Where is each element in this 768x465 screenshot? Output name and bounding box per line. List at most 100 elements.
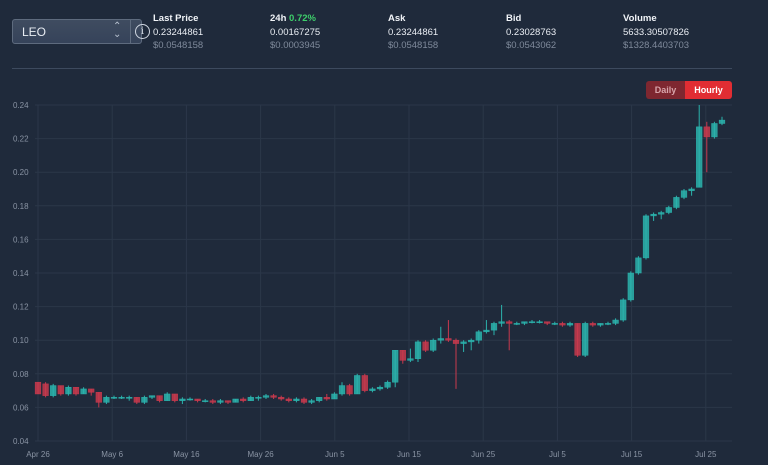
- candle-body: [186, 398, 194, 401]
- candle-body: [399, 350, 406, 361]
- y-tick-label: 0.12: [13, 303, 29, 312]
- y-tick-label: 0.18: [13, 202, 29, 211]
- candle-body: [627, 272, 634, 301]
- candle-body: [338, 385, 346, 395]
- y-tick-label: 0.20: [13, 168, 29, 177]
- candle-body: [574, 323, 581, 356]
- x-tick-label: Jul 5: [549, 450, 566, 459]
- candle-body: [490, 323, 498, 331]
- candle-body: [50, 385, 57, 396]
- chart-grid: [35, 104, 732, 442]
- market-selector-value: LEO: [22, 25, 47, 39]
- candles: [34, 105, 726, 408]
- candle-body: [468, 339, 475, 343]
- x-tick-label: Jun 15: [397, 450, 422, 459]
- daily-button[interactable]: Daily: [646, 81, 685, 99]
- candle-body: [346, 385, 353, 395]
- candle-body: [316, 397, 323, 401]
- candle-body: [164, 393, 171, 401]
- y-tick-label: 0.16: [13, 235, 29, 244]
- x-tick-label: May 16: [173, 450, 200, 459]
- candle-body: [262, 395, 270, 398]
- candle-body: [635, 257, 642, 274]
- candle-body: [103, 397, 110, 403]
- stat-usd-value: $0.0548158: [153, 40, 204, 51]
- candle-body: [430, 339, 437, 351]
- candle-body: [42, 383, 49, 396]
- candle-body: [110, 397, 118, 399]
- stat-value: 5633.30507826: [623, 27, 690, 38]
- candle-body: [369, 388, 376, 391]
- candle-body: [658, 212, 665, 215]
- candle-body: [270, 395, 277, 398]
- x-tick-label: Apr 26: [26, 450, 50, 459]
- stat-value: 0.00167275: [270, 27, 321, 38]
- stat-label: Volume: [623, 13, 657, 24]
- candle-body: [95, 392, 102, 403]
- candle-body: [384, 381, 391, 388]
- x-tick-label: Jun 25: [471, 450, 496, 459]
- candle-body: [148, 395, 156, 398]
- candle-body: [422, 341, 429, 351]
- candle-body: [224, 400, 232, 403]
- stat-label: Bid: [506, 13, 522, 24]
- y-tick-label: 0.10: [13, 336, 29, 345]
- candle-body: [65, 386, 72, 395]
- candle-body: [566, 323, 574, 326]
- candle-body: [642, 215, 650, 259]
- candle-body: [194, 398, 201, 401]
- market-selector[interactable]: LEO ⌃ ⌄ i: [12, 19, 150, 44]
- candle-body: [620, 299, 627, 321]
- candle-body: [255, 397, 262, 399]
- candle-body: [414, 341, 422, 359]
- candle-body: [34, 381, 42, 395]
- candle-body: [452, 339, 460, 344]
- y-tick-label: 0.06: [13, 403, 29, 412]
- stat-last-price: Last Price 0.23244861 $0.0548158: [153, 13, 203, 51]
- stat-label: Last Price: [153, 13, 199, 24]
- interval-toggle[interactable]: Daily Hourly: [646, 81, 732, 99]
- stat-usd-value: $0.0003945: [270, 40, 321, 51]
- candle-body: [498, 321, 505, 324]
- candle-body: [171, 393, 178, 401]
- candle-body: [711, 123, 718, 138]
- x-tick-label: May 26: [247, 450, 274, 459]
- selector-divider: [130, 20, 131, 43]
- stat-ask: Ask 0.23244861 $0.0548158: [388, 13, 438, 51]
- y-tick-label: 0.08: [13, 370, 29, 379]
- chevron-updown-icon[interactable]: ⌃ ⌄: [113, 21, 122, 40]
- candle-body: [506, 321, 513, 324]
- candle-body: [718, 119, 726, 124]
- candle-body: [141, 397, 148, 403]
- candle-body: [696, 126, 703, 188]
- candle-body: [179, 398, 186, 401]
- candle-body: [528, 321, 536, 323]
- stat-label: 24h 0.72%: [270, 13, 320, 24]
- candle-body: [445, 338, 452, 341]
- candle-body: [300, 398, 308, 403]
- candlestick-chart: 0.24 0.22 0.20 0.18 0.16 0.14 0.12 0.10 0.08 0.06…: [13, 101, 732, 459]
- candle-body: [361, 375, 368, 391]
- candle-body: [376, 386, 384, 390]
- candle-body: [703, 126, 710, 138]
- candle-body: [240, 398, 247, 401]
- candle-body: [680, 190, 688, 198]
- candle-body: [285, 398, 292, 401]
- candle-body: [308, 400, 315, 403]
- candle-body: [437, 338, 444, 341]
- info-icon[interactable]: i: [135, 24, 150, 39]
- y-tick-label: 0.14: [13, 269, 29, 278]
- candle-body: [293, 398, 300, 401]
- candle-body: [209, 400, 216, 403]
- y-tick-label: 0.04: [13, 437, 29, 446]
- candle-body: [133, 397, 140, 403]
- candle-body: [156, 395, 163, 401]
- x-tick-label: Jun 5: [325, 450, 345, 459]
- candle-body: [232, 398, 239, 403]
- stat-24h: 24h 0.72% 0.00167275 $0.0003945: [270, 13, 320, 51]
- stat-label: Ask: [388, 13, 406, 24]
- hourly-button[interactable]: Hourly: [685, 81, 732, 99]
- stat-usd-value: $0.0548158: [388, 40, 439, 51]
- candle-body: [407, 358, 414, 361]
- stat-value: 0.23244861: [388, 27, 439, 38]
